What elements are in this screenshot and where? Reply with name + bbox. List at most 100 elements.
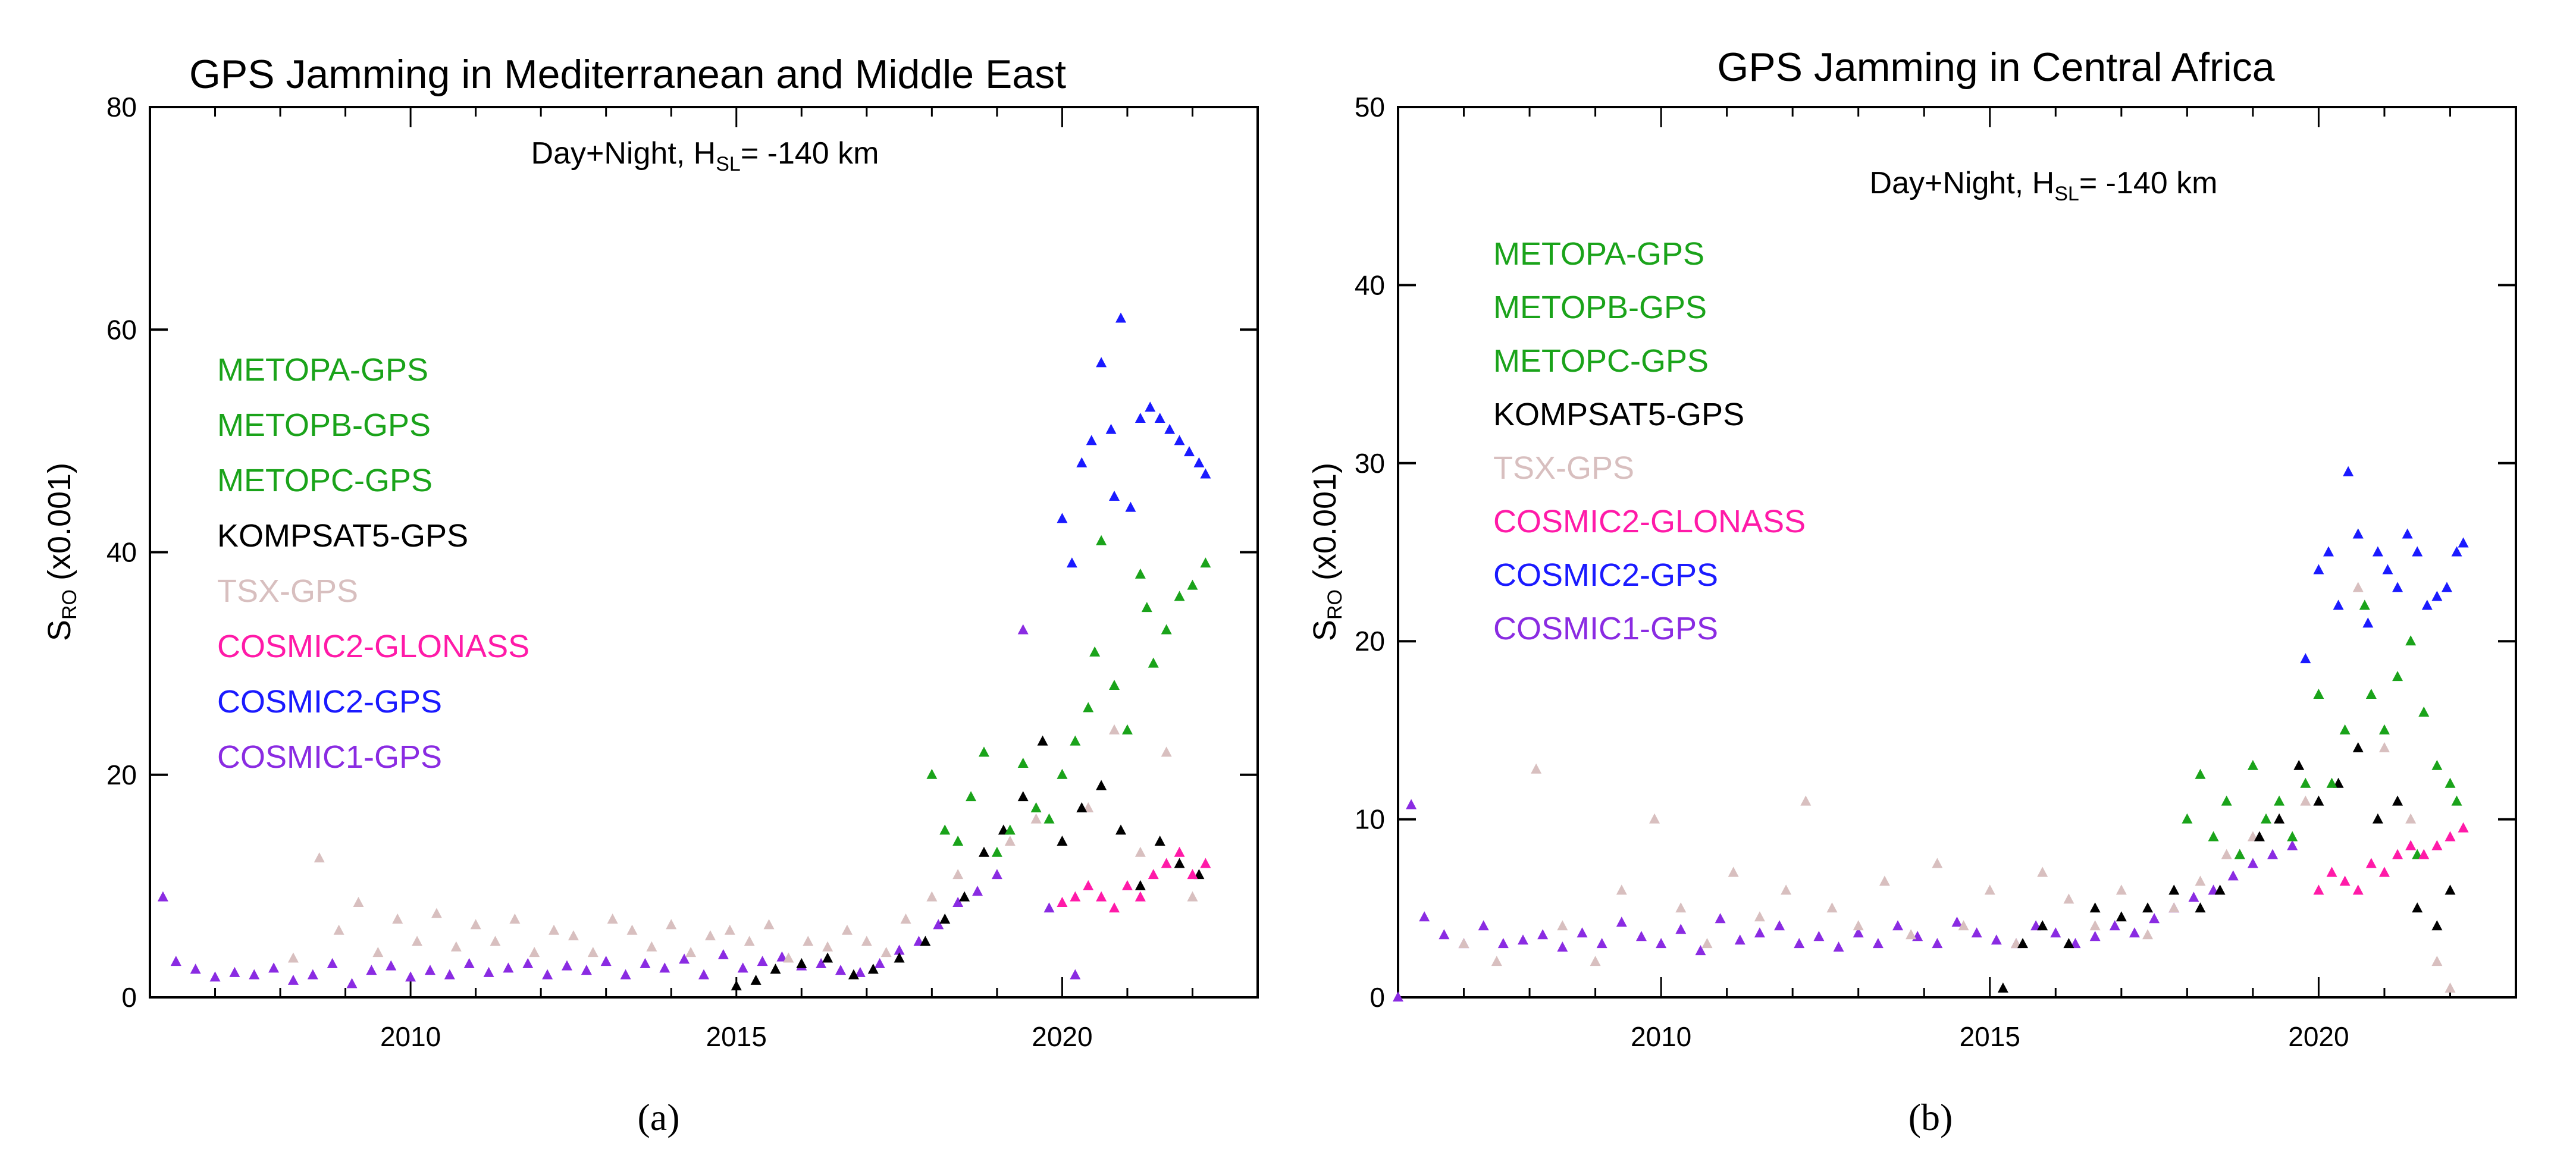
data-point-cosmic2-glonass xyxy=(1161,858,1172,868)
data-point-cosmic2-gps xyxy=(2421,599,2433,610)
data-point-tsx-gps xyxy=(1701,938,1713,949)
data-point-cosmic1-gps xyxy=(1734,934,1745,945)
data-point-cosmic2-gps xyxy=(1086,435,1097,445)
data-point-tsx-gps xyxy=(2195,875,2206,886)
data-point-kompsat5-gps xyxy=(920,935,931,946)
data-point-cosmic2-gps xyxy=(1164,423,1176,434)
data-point-tsx-gps xyxy=(490,935,501,946)
data-point-cosmic2-glonass xyxy=(1096,891,1107,902)
data-point-cosmic1-gps xyxy=(1951,916,1963,927)
data-point-tsx-gps xyxy=(607,913,618,924)
data-point-cosmic2-gps xyxy=(2392,582,2403,592)
data-point-metop-gps xyxy=(1141,602,1152,613)
data-point-cosmic2-glonass xyxy=(1109,902,1120,913)
legend-entry: METOPB-GPS xyxy=(1493,290,1707,325)
data-point-cosmic1-gps xyxy=(503,962,514,973)
data-point-tsx-gps xyxy=(783,952,794,963)
x-tick-label: 2010 xyxy=(1631,1021,1691,1052)
data-point-cosmic1-gps xyxy=(2247,858,2258,868)
data-point-metop-gps xyxy=(1043,813,1055,824)
data-point-cosmic1-gps xyxy=(1419,911,1430,922)
data-point-cosmic2-glonass xyxy=(2445,831,2456,842)
data-point-metop-gps xyxy=(2405,635,2417,646)
panel-label: (a) xyxy=(637,1096,679,1138)
data-point-tsx-gps xyxy=(314,852,325,863)
data-point-cosmic1-gps xyxy=(1932,938,1943,949)
data-point-cosmic1-gps xyxy=(561,960,572,971)
data-point-tsx-gps xyxy=(568,930,579,941)
data-point-kompsat5-gps xyxy=(867,963,879,974)
data-point-cosmic1-gps xyxy=(2109,920,2120,931)
data-point-cosmic2-gps xyxy=(1115,312,1126,323)
data-point-cosmic1-gps xyxy=(444,969,455,980)
data-point-metop-gps xyxy=(2431,759,2443,770)
data-point-tsx-gps xyxy=(1853,920,1864,931)
data-point-cosmic1-gps xyxy=(2129,927,2140,938)
data-point-tsx-gps xyxy=(1557,920,1568,931)
data-point-cosmic2-glonass xyxy=(2378,867,2390,877)
data-point-metop-gps xyxy=(1161,624,1172,635)
data-point-tsx-gps xyxy=(333,924,344,935)
data-point-cosmic1-gps xyxy=(933,919,944,930)
data-point-cosmic1-gps xyxy=(1518,934,1529,945)
data-point-kompsat5-gps xyxy=(2017,938,2029,949)
y-axis-label: SRO (x0.001) xyxy=(1307,463,1346,641)
data-point-kompsat5-gps xyxy=(959,891,970,902)
data-point-cosmic2-glonass xyxy=(1083,880,1094,890)
data-point-cosmic1-gps xyxy=(1892,920,1904,931)
y-tick-label: 20 xyxy=(106,759,137,790)
data-point-tsx-gps xyxy=(704,930,716,941)
data-point-cosmic1-gps xyxy=(366,965,377,975)
data-point-kompsat5-gps xyxy=(731,980,742,991)
data-point-kompsat5-gps xyxy=(2195,902,2206,913)
data-point-tsx-gps xyxy=(1491,956,1502,966)
chart-panel-a: GPS Jamming in Mediterranean and Middle … xyxy=(42,52,1259,1138)
data-point-cosmic1-gps xyxy=(1616,916,1627,927)
data-point-cosmic1-gps xyxy=(1971,927,1982,938)
data-point-cosmic1-gps xyxy=(640,958,651,968)
data-point-metop-gps xyxy=(2182,813,2193,824)
data-point-cosmic1-gps xyxy=(874,958,885,968)
data-point-cosmic2-glonass xyxy=(1187,869,1198,880)
data-point-metop-gps xyxy=(2300,777,2311,788)
data-point-cosmic1-gps xyxy=(1872,938,1884,949)
chart-panel-b: GPS Jamming in Central Africa 0 10 20 30 40 5… xyxy=(1307,45,2517,1138)
data-point-cosmic1-gps xyxy=(2089,931,2101,941)
data-point-cosmic2-gps xyxy=(2451,546,2462,557)
y-tick-label: 80 xyxy=(106,92,137,123)
y-tick-label: 0 xyxy=(1370,982,1385,1013)
data-point-metop-gps xyxy=(1187,579,1198,590)
data-point-tsx-gps xyxy=(353,896,364,907)
data-point-cosmic1-gps xyxy=(1853,927,1864,938)
data-point-metop-gps xyxy=(1004,824,1016,835)
data-point-tsx-gps xyxy=(724,924,735,935)
data-point-kompsat5-gps xyxy=(2431,920,2443,931)
chart-title: GPS Jamming in Mediterranean and Middle … xyxy=(189,52,1066,97)
data-point-kompsat5-gps xyxy=(2254,831,2265,842)
data-point-metop-gps xyxy=(1057,768,1068,779)
data-point-tsx-gps xyxy=(549,924,560,935)
data-point-cosmic1-gps xyxy=(1813,931,1825,941)
data-point-cosmic1-gps xyxy=(2287,840,2298,850)
data-point-tsx-gps xyxy=(1906,929,1917,940)
data-point-cosmic2-gps xyxy=(2458,537,2469,548)
data-point-tsx-gps xyxy=(2378,742,2390,752)
data-point-tsx-gps xyxy=(1984,884,1995,895)
data-point-kompsat5-gps xyxy=(1057,836,1068,846)
data-point-cosmic1-gps xyxy=(854,966,866,977)
y-tick-label: 10 xyxy=(1355,804,1385,835)
data-point-tsx-gps xyxy=(1800,795,1812,806)
data-point-cosmic2-glonass xyxy=(1174,846,1185,857)
data-point-cosmic1-gps xyxy=(1406,799,1417,809)
legend-entry: METOPA-GPS xyxy=(217,352,428,388)
x-tick-label: 2015 xyxy=(706,1021,767,1052)
data-point-kompsat5-gps xyxy=(2089,902,2101,913)
data-point-tsx-gps xyxy=(450,941,462,952)
data-point-tsx-gps xyxy=(2063,893,2074,904)
data-point-cosmic2-gps xyxy=(1200,468,1211,479)
data-point-cosmic1-gps xyxy=(581,965,592,975)
x-tick-label: 2020 xyxy=(1032,1021,1092,1052)
data-point-cosmic2-glonass xyxy=(2365,858,2377,868)
y-tick-label: 30 xyxy=(1355,448,1385,479)
